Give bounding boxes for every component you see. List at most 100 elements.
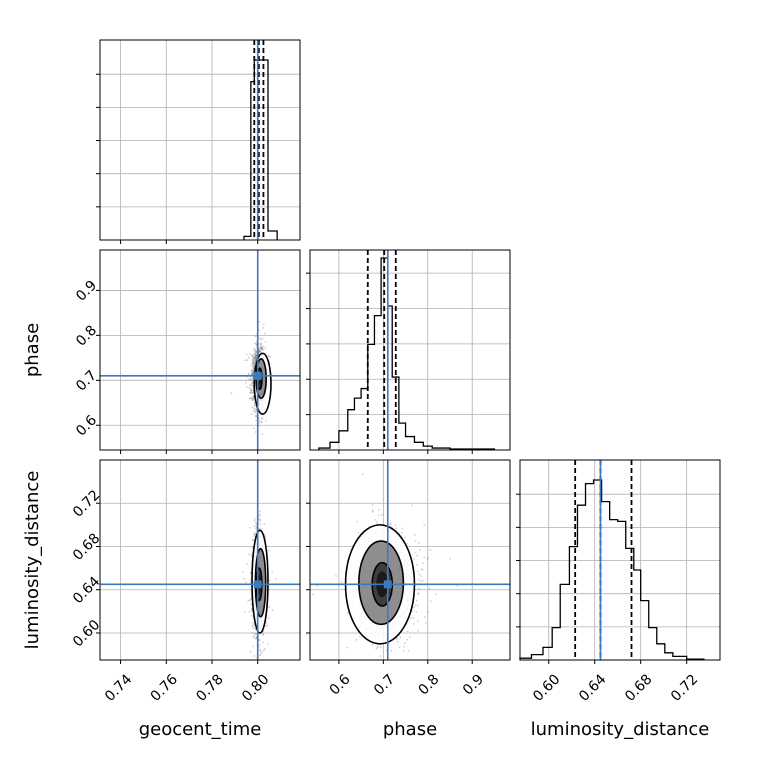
density-geocent-time-vs-phase-sample-point [251,362,254,365]
density-geocent-time-vs-phase-sample-point [269,355,272,358]
density-geocent-time-vs-phase-sample-point [264,347,267,350]
density-geocent-time-vs-phase-sample-point [261,416,264,419]
density-geocent-time-vs-luminosity-distance-sample-point [260,652,263,655]
density-geocent-time-vs-phase-sample-point [258,420,261,422]
density-geocent-time-vs-phase-sample-point [253,357,256,360]
density-geocent-time-vs-phase-sample-point [252,378,254,381]
density-geocent-time-vs-luminosity-distance-sample-point [250,554,253,557]
density-geocent-time-vs-luminosity-distance-sample-point [252,624,255,627]
density-geocent-time-vs-phase-sample-point [251,397,253,399]
density-phase-vs-luminosity-distance-sample-point [413,623,415,625]
density-geocent-time-vs-luminosity-distance-sample-point [265,621,268,624]
density-geocent-time-vs-luminosity-distance-sample-point [266,643,269,646]
density-geocent-time-vs-phase-sample-point [250,392,253,395]
density-geocent-time-vs-luminosity-distance-sample-point [266,624,269,627]
density-phase-vs-luminosity-distance-truth-marker [383,580,392,589]
density-geocent-time-vs-phase-sample-point [259,342,262,345]
density-geocent-time-vs-phase-sample-point [249,389,252,392]
density-geocent-time-vs-phase-sample-point [249,352,252,355]
density-phase-vs-luminosity-distance-sample-point [375,647,378,650]
density-geocent-time-vs-phase-sample-point [253,407,255,410]
hist-luminosity-distance-outline [519,479,705,660]
hist-phase-bar [374,316,381,450]
density-phase-vs-luminosity-distance-sample-point [421,568,424,571]
density-phase-vs-luminosity-distance-sample-point [417,604,419,607]
density-geocent-time-vs-phase-sample-point [249,377,252,380]
density-geocent-time-vs-phase-sample-point [252,372,254,375]
density-geocent-time-vs-luminosity-distance-sample-point [254,517,256,520]
density-geocent-time-vs-phase-sample-point [260,338,263,341]
density-geocent-time-vs-phase-sample-point [253,357,256,360]
y-axis-label-luminosity-distance: luminosity_distance [22,471,43,650]
density-phase-vs-luminosity-distance-sample-point [427,556,429,559]
density-geocent-time-vs-phase-sample-point [253,363,256,366]
x-tick-label-phase: 0.9 [460,671,487,698]
density-geocent-time-vs-phase-sample-point [244,359,247,362]
density-geocent-time-vs-phase-sample-point [258,350,261,353]
density-geocent-time-vs-luminosity-distance-sample-point [243,578,245,581]
hist-luminosity-distance-bar [531,655,542,660]
density-phase-vs-luminosity-distance-sample-point [416,554,419,557]
density-geocent-time-vs-luminosity-distance-frame [99,459,301,661]
density-phase-vs-luminosity-distance-sample-point [417,592,420,595]
density-geocent-time-vs-luminosity-distance-sample-point [253,632,256,635]
density-phase-vs-luminosity-distance-sample-point [417,542,420,544]
density-geocent-time-vs-phase-sample-point [259,348,262,350]
density-phase-vs-luminosity-distance-sample-point [406,630,409,633]
density-geocent-time-vs-phase-sample-point [252,365,255,367]
hist-phase-bar [330,442,339,450]
density-geocent-time-vs-luminosity-distance-sample-point [253,532,256,535]
density-phase-vs-luminosity-distance-sample-point [420,568,423,570]
density-geocent-time-vs-phase-sample-point [255,350,257,353]
x-tick-label-phase: 0.8 [415,671,442,698]
density-geocent-time-vs-luminosity-distance-sample-point [249,599,252,602]
density-geocent-time-vs-phase-sample-point [252,361,255,364]
x-tick-label-luminosity-distance: 0.60 [530,671,563,704]
density-geocent-time-vs-luminosity-distance-sample-point [242,571,245,573]
density-geocent-time-vs-phase-sample-point [250,378,253,381]
density-geocent-time-vs-phase-sample-point [251,358,254,361]
density-geocent-time-vs-phase-sample-point [254,414,257,417]
density-geocent-time-vs-luminosity-distance-sample-point [263,647,266,650]
density-geocent-time-vs-luminosity-distance-sample-point [258,643,261,646]
density-geocent-time-vs-phase-sample-point [252,361,255,364]
x-tick-label-luminosity-distance: 0.72 [668,671,701,704]
density-geocent-time-vs-phase-truth-marker [253,371,262,380]
density-geocent-time-vs-luminosity-distance-sample-point [259,663,261,665]
density-geocent-time-vs-phase-sample-point [255,343,258,346]
density-geocent-time-vs-phase-sample-point [252,399,254,401]
density-geocent-time-vs-luminosity-distance-sample-point [262,641,264,644]
density-geocent-time-vs-phase-sample-point [253,404,256,407]
density-geocent-time-vs-phase-sample-point [261,345,263,347]
density-geocent-time-vs-luminosity-distance-sample-point [251,614,253,617]
density-geocent-time-vs-phase-sample-point [252,356,255,359]
density-geocent-time-vs-luminosity-distance-sample-point [254,633,257,635]
density-geocent-time-vs-luminosity-distance-sample-point [250,603,252,605]
density-phase-vs-luminosity-distance-sample-point [414,540,417,542]
density-phase-vs-luminosity-distance-sample-point [423,524,426,526]
density-geocent-time-vs-luminosity-distance-sample-point [252,525,255,528]
hist-phase-bar [339,431,348,450]
density-geocent-time-vs-phase-sample-point [254,415,257,418]
hist-phase-outline [318,257,496,450]
density-geocent-time-vs-phase-sample-point [253,342,256,344]
density-geocent-time-vs-luminosity-distance-sample-point [255,523,258,526]
density-geocent-time-vs-phase-sample-point [252,355,254,358]
density-phase-vs-luminosity-distance-sample-point [417,570,419,573]
density-geocent-time-vs-phase-sample-point [252,372,254,374]
density-geocent-time-vs-phase-sample-point [250,364,253,367]
density-geocent-time-vs-phase-sample-point [254,356,257,359]
density-geocent-time-vs-luminosity-distance-plot-area [100,460,300,665]
density-geocent-time-vs-luminosity-distance-sample-point [254,637,257,640]
density-geocent-time-vs-phase-sample-point [250,384,253,386]
density-geocent-time-vs-phase-sample-point [252,395,255,398]
hist-luminosity-distance-bar [560,584,569,660]
density-geocent-time-vs-phase-sample-point [250,413,253,415]
density-geocent-time-vs-luminosity-distance-sample-point [251,625,254,628]
hist-luminosity-distance-bar [602,502,610,660]
density-phase-vs-luminosity-distance-sample-point [404,642,406,645]
density-geocent-time-vs-phase-sample-point [252,363,255,365]
density-geocent-time-vs-phase-sample-point [263,332,266,335]
density-phase-vs-luminosity-distance-sample-point [394,524,397,527]
density-phase-vs-luminosity-distance-sample-point [429,548,431,551]
